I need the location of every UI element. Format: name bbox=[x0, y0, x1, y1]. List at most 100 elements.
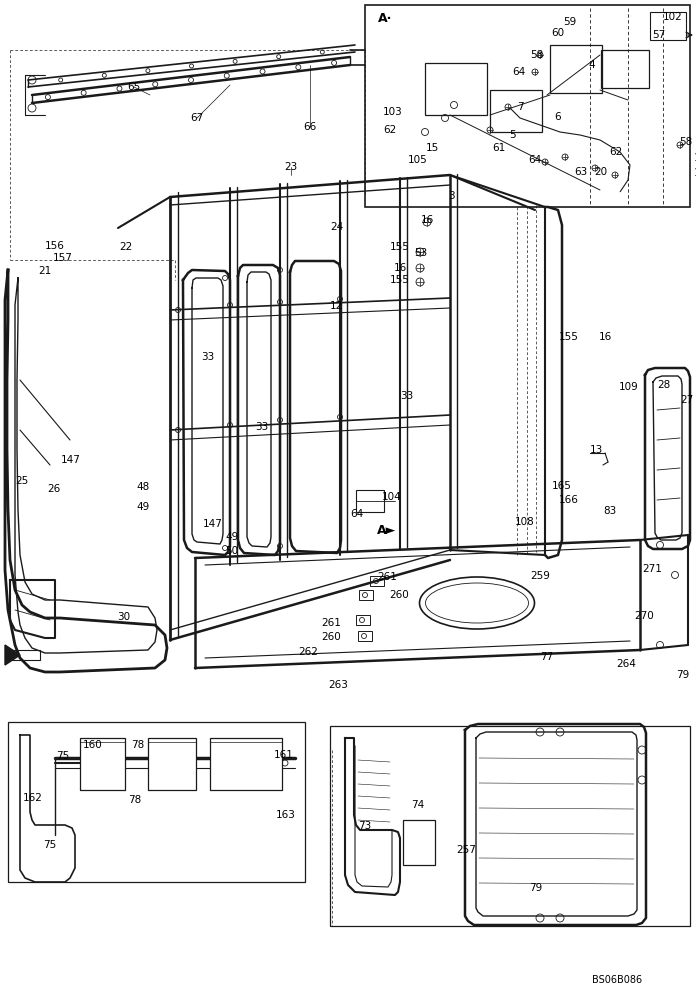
Bar bbox=[365, 5, 690, 207]
Circle shape bbox=[361, 634, 367, 639]
Text: 12: 12 bbox=[329, 301, 342, 311]
Text: 49: 49 bbox=[226, 532, 239, 542]
Circle shape bbox=[536, 914, 544, 922]
Text: 27: 27 bbox=[681, 395, 694, 405]
Text: 16: 16 bbox=[599, 332, 612, 342]
Bar bbox=[356, 490, 384, 512]
Circle shape bbox=[592, 165, 598, 171]
Text: 16: 16 bbox=[420, 215, 434, 225]
Text: 7: 7 bbox=[516, 102, 523, 112]
Text: 83: 83 bbox=[603, 506, 617, 516]
Circle shape bbox=[228, 302, 232, 308]
Text: 61: 61 bbox=[492, 143, 505, 153]
Text: 74: 74 bbox=[411, 800, 425, 810]
Circle shape bbox=[537, 52, 543, 58]
Circle shape bbox=[158, 748, 166, 756]
Text: 78: 78 bbox=[132, 740, 145, 750]
Text: 23: 23 bbox=[285, 162, 298, 172]
Text: 26: 26 bbox=[47, 484, 61, 494]
Circle shape bbox=[226, 748, 234, 756]
Text: 22: 22 bbox=[120, 242, 133, 252]
Bar bbox=[359, 590, 373, 600]
Circle shape bbox=[224, 73, 229, 78]
Circle shape bbox=[296, 65, 301, 70]
Text: 77: 77 bbox=[540, 652, 553, 662]
Text: 165: 165 bbox=[552, 481, 572, 491]
Circle shape bbox=[562, 154, 568, 160]
Text: 262: 262 bbox=[298, 647, 318, 657]
Text: 33: 33 bbox=[201, 352, 214, 362]
Circle shape bbox=[320, 50, 324, 54]
Text: 13: 13 bbox=[590, 445, 603, 455]
Circle shape bbox=[672, 572, 679, 578]
Circle shape bbox=[102, 760, 108, 766]
Bar bbox=[148, 742, 196, 790]
Text: 64: 64 bbox=[350, 509, 363, 519]
Bar bbox=[80, 742, 125, 790]
Bar bbox=[80, 738, 125, 790]
Text: 49: 49 bbox=[136, 502, 150, 512]
Bar bbox=[356, 615, 370, 625]
Text: 271: 271 bbox=[642, 564, 662, 574]
Text: 147: 147 bbox=[203, 519, 223, 529]
Text: 104: 104 bbox=[382, 492, 402, 502]
Circle shape bbox=[237, 760, 243, 766]
Text: 21: 21 bbox=[38, 266, 52, 276]
Text: 147: 147 bbox=[61, 455, 81, 465]
Bar bbox=[210, 738, 282, 790]
Bar bbox=[148, 738, 196, 790]
Bar bbox=[601, 50, 649, 88]
Text: 28: 28 bbox=[658, 380, 671, 390]
Bar bbox=[370, 576, 384, 586]
Text: 33: 33 bbox=[255, 422, 269, 432]
Circle shape bbox=[282, 760, 288, 766]
Circle shape bbox=[441, 114, 448, 121]
Circle shape bbox=[223, 275, 228, 280]
Circle shape bbox=[28, 76, 36, 84]
Circle shape bbox=[416, 278, 424, 286]
Text: 75: 75 bbox=[56, 751, 70, 761]
Circle shape bbox=[175, 308, 180, 312]
Text: 155: 155 bbox=[390, 275, 410, 285]
Text: 155: 155 bbox=[559, 332, 579, 342]
Circle shape bbox=[82, 760, 88, 766]
Circle shape bbox=[338, 414, 342, 420]
Text: 67: 67 bbox=[191, 113, 204, 123]
Circle shape bbox=[278, 544, 283, 548]
Text: 162: 162 bbox=[23, 793, 43, 803]
Circle shape bbox=[223, 546, 228, 550]
Circle shape bbox=[656, 542, 663, 548]
Text: 50: 50 bbox=[226, 546, 239, 556]
Circle shape bbox=[117, 86, 122, 91]
Bar bbox=[210, 742, 282, 790]
Circle shape bbox=[89, 748, 97, 756]
Circle shape bbox=[58, 78, 63, 82]
Text: 10: 10 bbox=[693, 153, 696, 163]
Circle shape bbox=[28, 104, 36, 112]
Circle shape bbox=[450, 102, 457, 108]
Circle shape bbox=[638, 746, 646, 754]
Circle shape bbox=[338, 296, 342, 302]
Text: 108: 108 bbox=[515, 517, 535, 527]
Text: 33: 33 bbox=[400, 391, 413, 401]
Bar bbox=[425, 63, 487, 115]
Text: 63: 63 bbox=[574, 167, 587, 177]
Circle shape bbox=[175, 428, 180, 432]
Circle shape bbox=[260, 69, 265, 74]
Circle shape bbox=[374, 578, 379, 584]
Circle shape bbox=[81, 90, 86, 95]
Circle shape bbox=[228, 422, 232, 428]
Bar bbox=[330, 726, 690, 926]
Circle shape bbox=[152, 82, 158, 87]
Text: 16: 16 bbox=[393, 263, 406, 273]
Circle shape bbox=[487, 127, 493, 133]
Text: 64: 64 bbox=[512, 67, 525, 77]
Text: 62: 62 bbox=[610, 147, 623, 157]
Circle shape bbox=[363, 592, 367, 597]
Bar bbox=[8, 722, 305, 882]
Text: 58: 58 bbox=[530, 50, 544, 60]
Polygon shape bbox=[5, 645, 20, 665]
Text: 53: 53 bbox=[414, 248, 427, 258]
Text: 261: 261 bbox=[321, 618, 341, 628]
Text: 163: 163 bbox=[276, 810, 296, 820]
